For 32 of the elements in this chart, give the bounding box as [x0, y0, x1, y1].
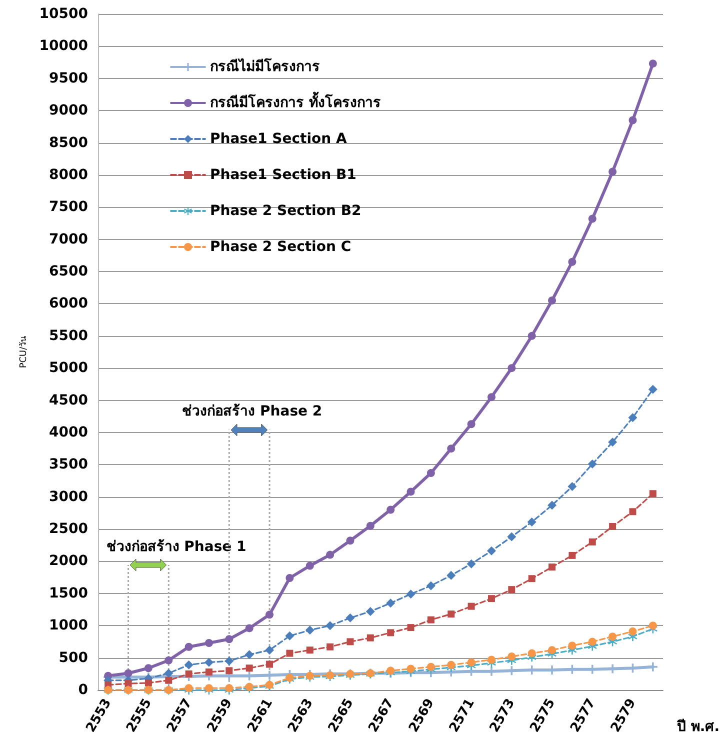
y-tick-label: 3000 — [49, 488, 88, 505]
y-tick-label: 9000 — [49, 102, 88, 119]
legend-label: กรณีมีโครงการ ทั้งโครงการ — [210, 91, 381, 111]
y-tick-label: 9500 — [49, 70, 88, 86]
y-tick-label: 2500 — [49, 521, 88, 538]
y-tick-label: 10500 — [39, 6, 88, 22]
y-tick-label: 0 — [78, 682, 88, 698]
y-tick-label: 8500 — [49, 134, 88, 151]
y-tick-label: 1500 — [49, 585, 88, 602]
y-tick-label: 6000 — [49, 296, 88, 312]
y-tick-label: 5000 — [49, 360, 88, 376]
y-tick-label: 5500 — [49, 328, 88, 344]
x-axis-title: ปี พ.ศ. — [676, 719, 720, 735]
y-tick-label: 7500 — [49, 199, 88, 216]
y-tick-label: 8000 — [49, 166, 88, 183]
y-tick-label: 6500 — [49, 264, 88, 280]
y-tick-label: 4500 — [49, 392, 88, 408]
legend-label: Phase 2 Section C — [210, 239, 352, 255]
y-tick-label: 10000 — [39, 38, 88, 54]
y-tick-label: 4000 — [49, 424, 88, 440]
legend-label: Phase 2 Section B2 — [210, 203, 362, 219]
legend-label: Phase1 Section B1 — [210, 167, 356, 183]
y-tick-label: 1000 — [49, 618, 88, 634]
y-tick-label: 2000 — [49, 553, 88, 570]
y-tick-label: 500 — [58, 650, 88, 666]
annotation: ช่วงก่อสร้าง Phase 1 — [106, 538, 246, 555]
y-tick-label: 3500 — [49, 456, 88, 473]
y-tick-label: 7000 — [49, 231, 88, 248]
y-axis-title: PCU/วัน — [18, 336, 29, 368]
legend-label: กรณีไม่มีโครงการ — [210, 57, 320, 75]
annotation: ช่วงก่อสร้าง Phase 2 — [182, 404, 322, 420]
legend-label: Phase1 Section A — [210, 131, 347, 147]
